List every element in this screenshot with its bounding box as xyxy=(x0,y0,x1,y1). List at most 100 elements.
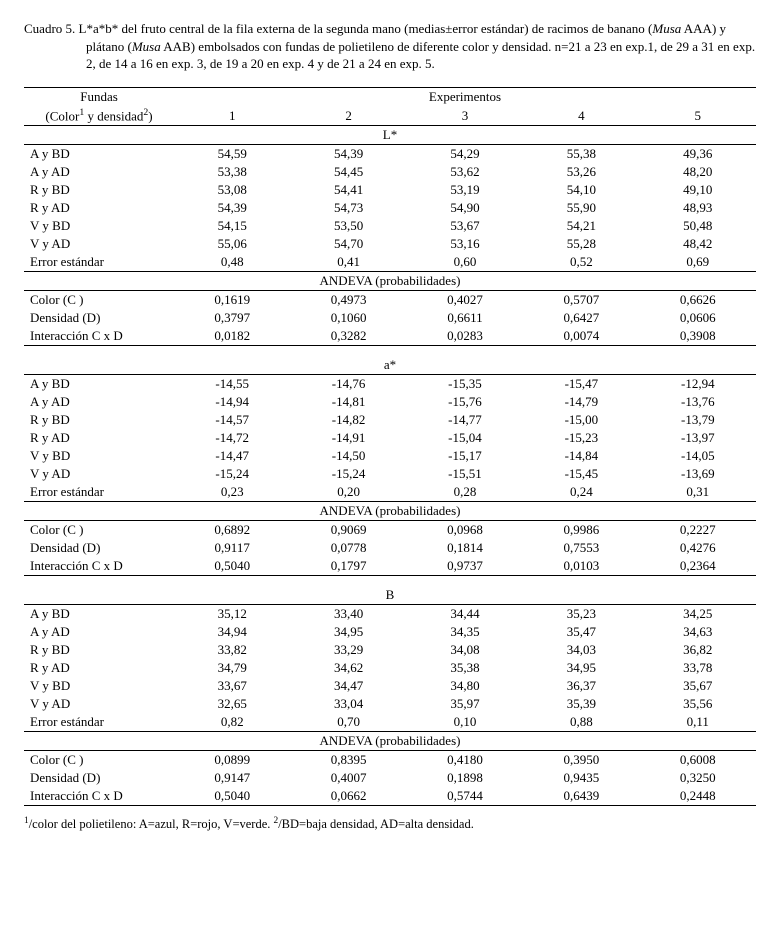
table-cell: 34,44 xyxy=(407,604,523,623)
table-cell: 0,0778 xyxy=(290,539,406,557)
table-cell: -13,79 xyxy=(640,411,756,429)
table-cell: -15,23 xyxy=(523,429,639,447)
table-cell: 54,39 xyxy=(174,199,290,217)
table-cell: -13,69 xyxy=(640,465,756,483)
table-cell: 53,67 xyxy=(407,217,523,235)
table-cell: -14,81 xyxy=(290,393,406,411)
table-cell: 34,03 xyxy=(523,641,639,659)
table-cell: -14,57 xyxy=(174,411,290,429)
andeva-title: ANDEVA (probabilidades) xyxy=(24,501,756,520)
row-label: Interacción C x D xyxy=(24,787,174,806)
table-cell: 0,4180 xyxy=(407,750,523,769)
table-cell: 54,45 xyxy=(290,163,406,181)
header-exp-5: 5 xyxy=(640,106,756,126)
table-cell: 53,08 xyxy=(174,181,290,199)
table-cell: -15,76 xyxy=(407,393,523,411)
table-cell: 0,11 xyxy=(640,713,756,732)
table-cell: 0,7553 xyxy=(523,539,639,557)
row-label: Interacción C x D xyxy=(24,557,174,576)
table-cell: 0,23 xyxy=(174,483,290,502)
table-cell: 54,73 xyxy=(290,199,406,217)
table-cell: 0,9117 xyxy=(174,539,290,557)
table-cell: 0,4973 xyxy=(290,290,406,309)
table-cell: 54,39 xyxy=(290,144,406,163)
table-cell: 0,0103 xyxy=(523,557,639,576)
table-cell: -14,94 xyxy=(174,393,290,411)
table-cell: 34,94 xyxy=(174,623,290,641)
table-cell: 0,6439 xyxy=(523,787,639,806)
table-cell: 55,06 xyxy=(174,235,290,253)
table-cell: 0,6008 xyxy=(640,750,756,769)
table-cell: 0,9147 xyxy=(174,769,290,787)
table-cell: 0,24 xyxy=(523,483,639,502)
table-cell: 0,9435 xyxy=(523,769,639,787)
table-cell: 0,0182 xyxy=(174,327,290,346)
table-cell: 0,1619 xyxy=(174,290,290,309)
table-cell: 0,9069 xyxy=(290,520,406,539)
table-cell: 0,6626 xyxy=(640,290,756,309)
table-cell: 34,95 xyxy=(523,659,639,677)
row-label: R y AD xyxy=(24,199,174,217)
row-label: R y BD xyxy=(24,181,174,199)
row-label: Densidad (D) xyxy=(24,539,174,557)
row-label: A y AD xyxy=(24,623,174,641)
table-cell: 54,15 xyxy=(174,217,290,235)
header-exp-2: 2 xyxy=(290,106,406,126)
table-cell: 0,88 xyxy=(523,713,639,732)
section-title: a* xyxy=(24,356,756,375)
table-cell: 54,10 xyxy=(523,181,639,199)
table-cell: 0,0899 xyxy=(174,750,290,769)
row-label: Color (C ) xyxy=(24,520,174,539)
table-cell: -15,35 xyxy=(407,374,523,393)
table-cell: 0,5040 xyxy=(174,557,290,576)
table-cell: 53,62 xyxy=(407,163,523,181)
table-cell: 34,35 xyxy=(407,623,523,641)
table-cell: -13,97 xyxy=(640,429,756,447)
table-cell: -14,47 xyxy=(174,447,290,465)
header-exp-1: 1 xyxy=(174,106,290,126)
row-label: A y BD xyxy=(24,604,174,623)
table-cell: 34,47 xyxy=(290,677,406,695)
andeva-title: ANDEVA (probabilidades) xyxy=(24,731,756,750)
table-cell: 35,67 xyxy=(640,677,756,695)
table-cell: 0,70 xyxy=(290,713,406,732)
table-cell: 48,93 xyxy=(640,199,756,217)
table-cell: -12,94 xyxy=(640,374,756,393)
table-cell: 0,0662 xyxy=(290,787,406,806)
table-cell: 49,10 xyxy=(640,181,756,199)
header-fundas: Fundas xyxy=(24,87,174,106)
table-cell: 0,1797 xyxy=(290,557,406,576)
table-cell: 0,2448 xyxy=(640,787,756,806)
andeva-title: ANDEVA (probabilidades) xyxy=(24,271,756,290)
table-cell: 55,28 xyxy=(523,235,639,253)
table-cell: 0,52 xyxy=(523,253,639,272)
table-cell: 54,90 xyxy=(407,199,523,217)
caption-text: L*a*b* del fruto central de la fila exte… xyxy=(79,21,756,71)
section-title: L* xyxy=(24,125,756,144)
table-cell: 49,36 xyxy=(640,144,756,163)
table-cell: -14,84 xyxy=(523,447,639,465)
row-label: Densidad (D) xyxy=(24,309,174,327)
table-cell: -14,50 xyxy=(290,447,406,465)
table-cell: 0,10 xyxy=(407,713,523,732)
table-cell: 34,80 xyxy=(407,677,523,695)
table-cell: 53,26 xyxy=(523,163,639,181)
table-cell: 33,40 xyxy=(290,604,406,623)
table-cell: 0,1060 xyxy=(290,309,406,327)
table-cell: 0,4007 xyxy=(290,769,406,787)
table-caption: Cuadro 5. L*a*b* del fruto central de la… xyxy=(24,20,756,73)
table-cell: 0,9737 xyxy=(407,557,523,576)
table-cell: -15,51 xyxy=(407,465,523,483)
row-label: A y BD xyxy=(24,144,174,163)
table-cell: 53,38 xyxy=(174,163,290,181)
row-label: R y BD xyxy=(24,641,174,659)
row-label: Densidad (D) xyxy=(24,769,174,787)
table-cell: 34,62 xyxy=(290,659,406,677)
section-title: B xyxy=(24,586,756,605)
table-cell: 0,2227 xyxy=(640,520,756,539)
table-cell: -13,76 xyxy=(640,393,756,411)
table-cell: 34,25 xyxy=(640,604,756,623)
table-cell: 53,19 xyxy=(407,181,523,199)
table-cell: 54,41 xyxy=(290,181,406,199)
header-experimentos: Experimentos xyxy=(174,87,756,106)
